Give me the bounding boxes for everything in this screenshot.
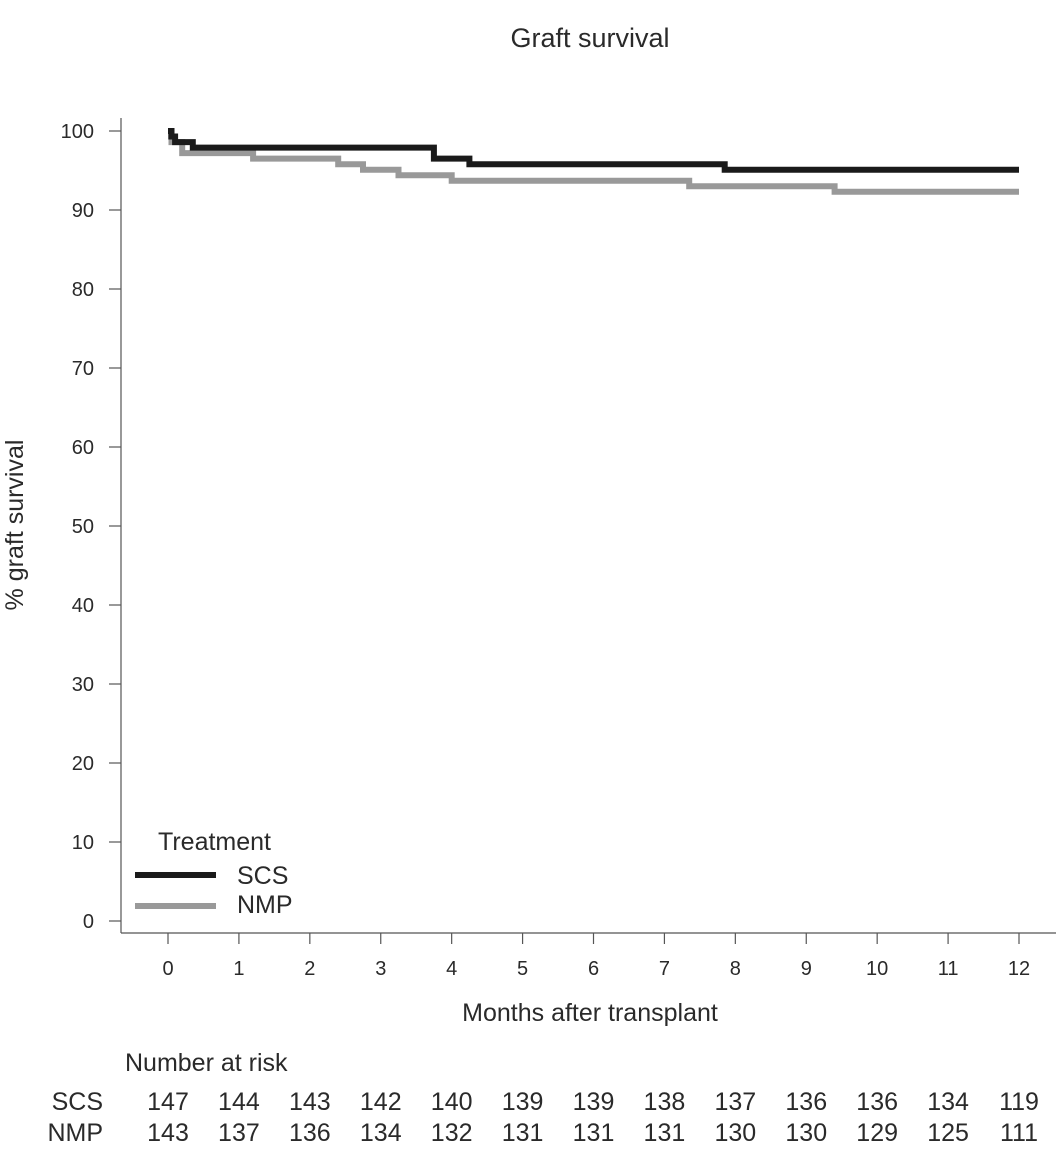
x-tick-label-4: 4 [446,958,457,980]
risk-value-scs-12: 119 [999,1088,1039,1116]
risk-table: Number at risk SCS 147 144 143 142 140 139 139 1… [47,1049,1038,1147]
x-tick-label-7: 7 [659,958,670,980]
series-layer [168,128,1019,195]
risk-value-nmp-10: 129 [856,1119,898,1147]
y-tick-label-70: 70 [72,358,94,380]
risk-value-nmp-4: 132 [431,1119,473,1147]
x-tick-label-10: 10 [866,958,888,980]
risk-value-nmp-9: 130 [785,1119,827,1147]
y-tick-label-100: 100 [61,121,94,143]
risk-value-scs-1: 144 [218,1088,260,1116]
x-tick-label-6: 6 [588,958,599,980]
y-tick-label-80: 80 [72,279,94,301]
risk-value-nmp-11: 125 [927,1119,969,1147]
x-tick-label-9: 9 [801,958,812,980]
risk-value-scs-4: 140 [431,1088,473,1116]
risk-value-nmp-5: 131 [502,1119,544,1147]
risk-value-scs-6: 139 [573,1088,615,1116]
legend-label-nmp: NMP [237,891,293,919]
risk-value-scs-2: 143 [289,1088,331,1116]
risk-value-nmp-6: 131 [573,1119,615,1147]
risk-value-scs-9: 136 [785,1088,827,1116]
risk-value-scs-10: 136 [856,1088,898,1116]
y-tick-label-60: 60 [72,437,94,459]
risk-value-nmp-12: 111 [1000,1119,1038,1147]
risk-value-scs-11: 134 [927,1088,969,1116]
legend-title: Treatment [158,828,271,856]
risk-value-nmp-3: 134 [360,1119,402,1147]
y-tick-label-30: 30 [72,674,94,696]
y-axis-label: % graft survival [1,440,29,611]
x-tick-label-3: 3 [375,958,386,980]
x-tick-label-12: 12 [1008,958,1030,980]
x-tick-label-2: 2 [304,958,315,980]
risk-table-title: Number at risk [125,1049,288,1077]
chart-title: Graft survival [510,23,669,53]
legend-label-scs: SCS [237,862,288,890]
risk-value-nmp-1: 137 [218,1119,260,1147]
x-tick-label-11: 11 [938,958,959,980]
y-tick-label-40: 40 [72,595,94,617]
legend: Treatment SCS NMP [135,828,293,919]
risk-value-nmp-2: 136 [289,1119,331,1147]
y-tick-label-50: 50 [72,516,94,538]
risk-value-nmp-0: 143 [147,1119,189,1147]
risk-row-label-nmp: NMP [47,1119,103,1147]
risk-value-scs-8: 137 [714,1088,756,1116]
risk-value-scs-7: 138 [644,1088,686,1116]
x-tick-label-8: 8 [730,958,741,980]
risk-value-scs-0: 147 [147,1088,189,1116]
risk-value-scs-5: 139 [502,1088,544,1116]
x-tick-label-1: 1 [233,958,244,980]
risk-value-nmp-7: 131 [644,1119,686,1147]
y-tick-label-10: 10 [72,832,94,854]
y-tick-label-20: 20 [72,753,94,775]
series-line-scs [168,128,1019,173]
x-axis-label: Months after transplant [462,999,718,1027]
x-tick-label-0: 0 [162,958,173,980]
y-tick-label-0: 0 [83,911,94,933]
risk-value-scs-3: 142 [360,1088,402,1116]
y-tick-label-90: 90 [72,200,94,222]
risk-row-label-scs: SCS [52,1088,103,1116]
risk-value-nmp-8: 130 [714,1119,756,1147]
x-tick-label-5: 5 [517,958,528,980]
